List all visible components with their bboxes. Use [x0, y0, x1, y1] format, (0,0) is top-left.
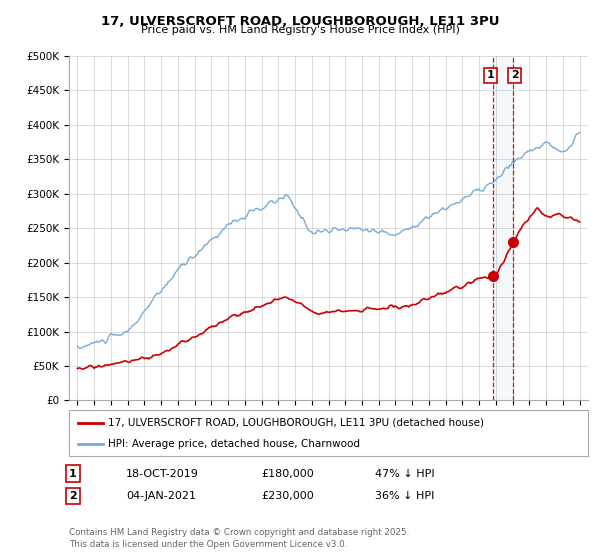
- Text: 1: 1: [487, 71, 494, 80]
- Text: 04-JAN-2021: 04-JAN-2021: [126, 491, 196, 501]
- Text: 18-OCT-2019: 18-OCT-2019: [126, 469, 199, 479]
- Text: 36% ↓ HPI: 36% ↓ HPI: [375, 491, 434, 501]
- Text: 2: 2: [69, 491, 77, 501]
- Text: Contains HM Land Registry data © Crown copyright and database right 2025.
This d: Contains HM Land Registry data © Crown c…: [69, 528, 409, 549]
- Text: 1: 1: [69, 469, 77, 479]
- Text: £180,000: £180,000: [261, 469, 314, 479]
- Text: £230,000: £230,000: [261, 491, 314, 501]
- Text: 17, ULVERSCROFT ROAD, LOUGHBOROUGH, LE11 3PU (detached house): 17, ULVERSCROFT ROAD, LOUGHBOROUGH, LE11…: [108, 418, 484, 428]
- Text: 17, ULVERSCROFT ROAD, LOUGHBOROUGH, LE11 3PU: 17, ULVERSCROFT ROAD, LOUGHBOROUGH, LE11…: [101, 15, 499, 27]
- Text: 47% ↓ HPI: 47% ↓ HPI: [375, 469, 434, 479]
- Text: 2: 2: [511, 71, 518, 80]
- Bar: [493, 56, 512, 400]
- Text: HPI: Average price, detached house, Charnwood: HPI: Average price, detached house, Char…: [108, 439, 360, 449]
- Text: Price paid vs. HM Land Registry's House Price Index (HPI): Price paid vs. HM Land Registry's House …: [140, 25, 460, 35]
